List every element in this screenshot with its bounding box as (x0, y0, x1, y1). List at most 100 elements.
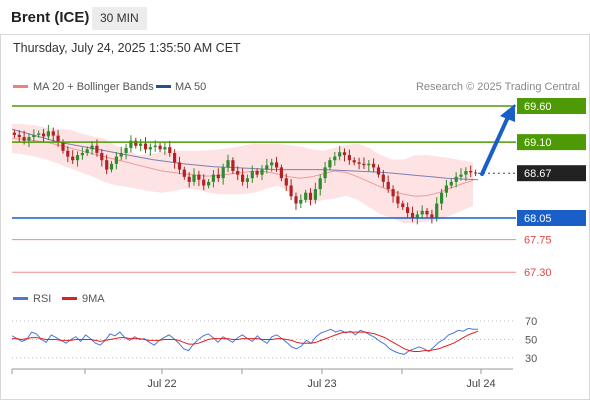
candles (12, 124, 478, 225)
candle-body (372, 163, 376, 168)
candle-body (250, 171, 254, 179)
candle-body (440, 192, 444, 204)
candle-body (410, 212, 415, 218)
rsi-ma9-line (12, 330, 479, 352)
candle-body (415, 214, 419, 218)
candle-body (275, 162, 279, 168)
level-tag-68-67 (517, 165, 586, 182)
candle-body (313, 189, 317, 200)
candle-body (367, 163, 371, 166)
candle-body (153, 145, 157, 148)
level-label-69-10: 69.10 (524, 137, 552, 149)
candle-body (173, 153, 177, 163)
candle-body (376, 167, 381, 175)
level-tag-69-10 (517, 134, 586, 151)
ma9-legend-label: 9MA (82, 293, 105, 305)
rsi-tick-label: 30 (525, 353, 537, 365)
candle-body (168, 147, 172, 153)
candle-body (381, 174, 385, 182)
ma9-legend-swatch (62, 297, 77, 300)
candle-body (46, 131, 50, 137)
candle-body (114, 156, 118, 164)
candle-body (391, 189, 395, 197)
candle-body (459, 174, 463, 177)
candle-body (352, 160, 356, 163)
candle-body (56, 135, 60, 143)
candle-body (294, 196, 298, 204)
candle-body (163, 147, 167, 150)
level-label-69-60: 69.60 (524, 101, 552, 113)
candle-body (109, 163, 114, 170)
candle-body (236, 171, 240, 175)
candle-body (129, 140, 133, 148)
candle-body (231, 160, 235, 171)
candle-body (17, 134, 21, 138)
candle-body (187, 176, 191, 182)
candle-body (37, 133, 41, 135)
candle-body (134, 140, 138, 146)
candle-body (338, 152, 342, 157)
timestamp: Thursday, July 24, 2025 1:35:50 AM CET (13, 41, 241, 55)
candle-body (401, 203, 405, 208)
candle-body (197, 174, 201, 180)
ma20-legend-swatch (13, 85, 28, 88)
ma50-legend-label: MA 50 (175, 81, 206, 93)
ma50-legend-swatch (156, 85, 171, 88)
candle-body (66, 150, 70, 157)
candle-body (124, 147, 128, 153)
candle-body (454, 176, 458, 182)
x-axis-label: Jul 24 (466, 378, 495, 390)
projection-arrowhead (500, 104, 515, 122)
rsi-legend-label: RSI (33, 293, 51, 305)
level-label-67-30: 67.30 (524, 267, 552, 279)
candle-body (158, 145, 162, 150)
candle-body (71, 156, 75, 161)
candle-body (80, 153, 84, 156)
candle-body (105, 160, 109, 170)
candle-body (425, 210, 429, 215)
candle-body (469, 171, 473, 173)
timeframe-button[interactable]: 30 MIN (92, 7, 147, 30)
candle-body (464, 171, 468, 175)
candle-body (323, 167, 327, 179)
candle-body (435, 203, 439, 218)
candle-body (177, 162, 182, 170)
candle-body (211, 174, 215, 182)
candle-body (347, 155, 351, 161)
candle-body (22, 137, 26, 141)
candle-body (333, 156, 337, 161)
candle-body (328, 160, 332, 168)
candle-body (260, 169, 264, 175)
price-levels: 69.60 69.10 68.67 68.05 67.75 67.30 (12, 98, 586, 279)
candle-body (119, 153, 123, 157)
candle-body (216, 174, 220, 179)
candle-body (226, 160, 230, 168)
candle-body (61, 142, 65, 151)
chart-header: Brent (ICE) 30 MIN (0, 0, 590, 35)
candle-body (100, 153, 104, 161)
instrument-title: Brent (ICE) (11, 9, 90, 26)
rsi-tick-label: 50 (525, 335, 537, 347)
level-label-68-67: 68.67 (524, 168, 552, 180)
candle-body (444, 185, 448, 193)
candle-body (430, 214, 434, 218)
candle-body (148, 147, 152, 150)
candle-body (90, 145, 94, 150)
rsi-legend-swatch (13, 297, 28, 300)
projection-arrow (480, 115, 510, 176)
candle-body (474, 172, 478, 174)
candle-body (12, 132, 16, 135)
level-label-68-05: 68.05 (524, 213, 552, 225)
x-axis-label: Jul 22 (147, 378, 176, 390)
copyright-credit: Research © 2025 Trading Central (416, 81, 580, 93)
candle-body (207, 181, 211, 186)
candle-body (255, 171, 259, 175)
candle-body (85, 149, 89, 153)
candle-body (396, 196, 400, 204)
level-tag-68-05 (517, 210, 586, 226)
candle-body (420, 210, 424, 215)
candle-body (449, 181, 453, 186)
candle-body (318, 178, 322, 190)
candle-body (32, 134, 36, 138)
